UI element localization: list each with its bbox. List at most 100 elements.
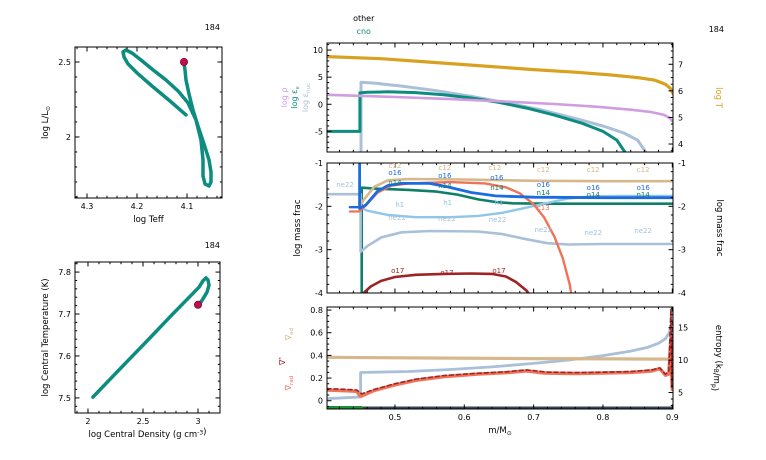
y-tick-label-right: 5 bbox=[678, 389, 683, 398]
y-tick-label: -4 bbox=[315, 289, 323, 298]
y-axis-label: log L/L⊙ bbox=[41, 106, 52, 139]
annotation-o17: o17 bbox=[391, 267, 404, 275]
annotation-h1: h1 bbox=[495, 199, 504, 207]
series-c12 bbox=[358, 177, 674, 208]
x-tick-label: 0.9 bbox=[666, 413, 679, 422]
annotation-ne22: ne22 bbox=[489, 216, 507, 224]
y-tick-label-right: 4 bbox=[678, 140, 683, 149]
series-grad-rad bbox=[326, 336, 674, 398]
y-tick-label: 0.4 bbox=[310, 351, 323, 360]
y-tick-label: 7.5 bbox=[58, 394, 71, 403]
annotation-o16: o16 bbox=[438, 172, 452, 180]
y-axis-label: log Central Temperature (K) bbox=[41, 278, 51, 396]
y-tick-label-right: -2 bbox=[678, 202, 686, 211]
y-tick-label: 7.7 bbox=[58, 310, 71, 319]
x-tick-label: 2 bbox=[85, 417, 90, 426]
y-axis-label-0: log ρ bbox=[280, 88, 289, 108]
annotation-other: other bbox=[353, 14, 375, 23]
y-tick-label: 0.6 bbox=[310, 329, 323, 338]
annotation-c12: c12 bbox=[537, 166, 550, 174]
series-o17 bbox=[361, 272, 531, 294]
annotation-n14: n14 bbox=[438, 182, 452, 190]
series-ne22 bbox=[326, 192, 674, 254]
x-tick-label: 0.7 bbox=[527, 413, 540, 422]
model-number-trho: 184 bbox=[204, 241, 220, 250]
annotation-o17: o17 bbox=[492, 267, 505, 275]
model-number-grid: 184 bbox=[708, 25, 724, 34]
panel-frame bbox=[326, 162, 674, 294]
x-tick-label: 4.3 bbox=[81, 202, 94, 211]
y-axis-label: log mass frac bbox=[293, 199, 303, 256]
annotation-ne22: ne22 bbox=[336, 181, 354, 189]
series-log-rho bbox=[326, 93, 674, 124]
series-c13 bbox=[358, 180, 573, 294]
annotation-o16: o16 bbox=[388, 169, 402, 177]
x-axis-label: m/M⊙ bbox=[488, 426, 511, 437]
panel-hr: 4.3 4.2 4.1 2.5 2 log Teff log L/L⊙ bbox=[41, 46, 223, 225]
x-axis-label: log Central Density (g cm-3) bbox=[89, 428, 207, 441]
annotation-o16: o16 bbox=[637, 184, 651, 192]
annotation-o17: o17 bbox=[440, 269, 453, 277]
y-tick-label: 10 bbox=[313, 46, 323, 55]
panel-grad: 0.5 0.6 0.7 0.8 0.9 0.8 0.6 0.4 0.2 0 15 10 5 m/M⊙ ent… bbox=[278, 306, 723, 437]
gradient-label-0: ∇ad bbox=[284, 327, 295, 341]
annotation-o16: o16 bbox=[587, 184, 601, 192]
x-tick-label: 0.5 bbox=[389, 413, 402, 422]
y-tick-label: 5 bbox=[318, 73, 323, 82]
annotation-n14: n14 bbox=[637, 191, 651, 199]
annotation-c13: c13 bbox=[537, 204, 550, 212]
y-tick-label-right: 5 bbox=[678, 113, 683, 122]
y-tick-label: 7.6 bbox=[58, 352, 71, 361]
annotation-c12: c12 bbox=[587, 166, 600, 174]
x-tick-label: 2.5 bbox=[137, 417, 150, 426]
y-tick-label: 7.8 bbox=[58, 268, 71, 277]
annotation-n14: n14 bbox=[587, 191, 601, 199]
annotation-ne22: ne22 bbox=[535, 226, 553, 234]
y-tick-label: -3 bbox=[315, 246, 323, 255]
panel-frame bbox=[326, 306, 674, 410]
panel-abund: -1 -2 -3 -4 -1 -2 -3 -4 log mass frac log mass fr… bbox=[293, 159, 724, 298]
y-tick-label: 0 bbox=[318, 397, 323, 406]
x-tick-label: 0.6 bbox=[458, 413, 471, 422]
gradient-label-1: ∇* bbox=[278, 357, 287, 366]
panel-frame bbox=[74, 261, 221, 414]
annotation-n14: n14 bbox=[388, 179, 402, 187]
annotation-h1: h1 bbox=[395, 201, 404, 209]
annotation-ne22: ne22 bbox=[388, 214, 406, 222]
y-axis-label-right: log mass frac bbox=[714, 199, 724, 256]
x-tick-label: 4.2 bbox=[131, 202, 144, 211]
annotation-cno: cno bbox=[357, 27, 371, 36]
y-tick-label: -5 bbox=[315, 127, 323, 136]
y-tick-label: -1 bbox=[315, 159, 323, 168]
x-tick-label: 0.8 bbox=[597, 413, 610, 422]
annotation-ne22: ne22 bbox=[634, 227, 652, 235]
x-tick-label: 3 bbox=[195, 417, 200, 426]
annotation-n14: n14 bbox=[490, 184, 504, 192]
series-log-eps-nu bbox=[326, 90, 627, 153]
series-grad-star bbox=[326, 308, 674, 395]
marker-current-model-dot bbox=[179, 57, 188, 66]
annotation-c12: c12 bbox=[488, 164, 501, 172]
panel-frame bbox=[74, 46, 223, 199]
series-log-T bbox=[326, 55, 674, 96]
x-axis-label: log Teff bbox=[133, 215, 165, 225]
annotation-ne22: ne22 bbox=[584, 229, 602, 237]
series-tc-rhoc-track bbox=[91, 276, 211, 399]
y-tick-label: -2 bbox=[315, 202, 323, 211]
annotation-c12: c12 bbox=[637, 166, 650, 174]
y-axis-label-1: log εν bbox=[290, 86, 301, 108]
gradient-label-2: ∇rad bbox=[284, 375, 295, 391]
y-axis-label-2: log εnuc bbox=[301, 83, 312, 112]
y-tick-label-right: -4 bbox=[678, 289, 686, 298]
series-n14 bbox=[360, 186, 674, 294]
y-tick-label-right: 15 bbox=[678, 324, 688, 333]
y-tick-label: 2.5 bbox=[58, 58, 71, 67]
annotation-o16: o16 bbox=[537, 181, 551, 189]
y-tick-label: 0.2 bbox=[310, 374, 323, 383]
annotation-n14: n14 bbox=[537, 189, 551, 197]
series-grad-ad bbox=[326, 355, 674, 361]
model-number-hr: 184 bbox=[204, 23, 220, 32]
